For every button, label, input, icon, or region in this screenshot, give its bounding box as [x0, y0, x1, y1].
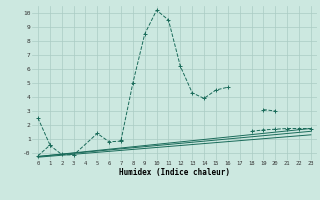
X-axis label: Humidex (Indice chaleur): Humidex (Indice chaleur): [119, 168, 230, 177]
